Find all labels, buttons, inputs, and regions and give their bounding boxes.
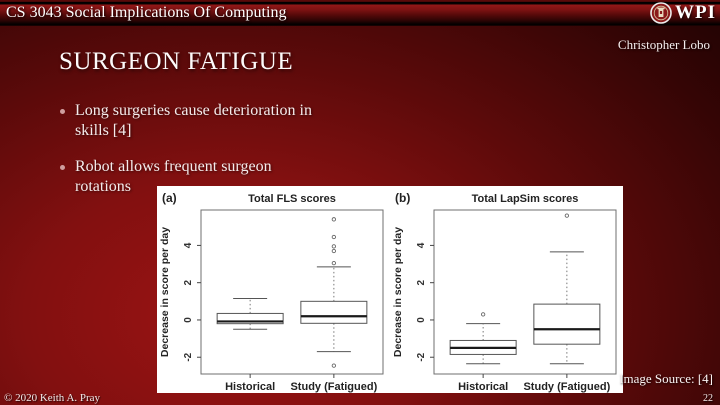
outlier-point: [331, 363, 337, 368]
outlier-point: [331, 260, 337, 266]
bullet-item: Long surgeries cause deterioration in sk…: [60, 101, 322, 142]
y-axis-label: Decrease in score per day: [392, 227, 404, 357]
outlier-point: [331, 244, 337, 249]
iqr-box: [216, 312, 284, 325]
bullet-text: Long surgeries cause deterioration in sk…: [75, 102, 312, 140]
y-tick-label: 4: [183, 242, 194, 248]
y-tick-label: 0: [416, 317, 427, 323]
bullet-dot-icon: [60, 164, 65, 170]
y-tick-label: 2: [416, 279, 427, 285]
y-tick-label: -2: [183, 352, 194, 361]
chart-title: Total FLS scores: [248, 193, 336, 205]
y-tick-label: 0: [183, 317, 194, 323]
outlier-point: [331, 248, 337, 254]
course-title: CS 3043 Social Implications Of Computing: [6, 4, 287, 21]
plot-border: [433, 209, 617, 375]
x-category-label: Study (Fatigued): [290, 381, 377, 393]
outlier-point: [564, 213, 570, 218]
plot-border: [200, 209, 384, 375]
copyright: © 2020 Keith A. Pray: [4, 392, 101, 404]
bullet-list: Long surgeries cause deterioration in sk…: [60, 101, 322, 213]
x-category-label: Historical: [225, 381, 275, 393]
page-title: SURGEON FATIGUE: [59, 48, 294, 75]
outlier-point: [480, 312, 486, 317]
outlier-point: [331, 217, 337, 222]
panel-label: (a): [162, 191, 177, 205]
y-axis-label: Decrease in score per day: [159, 227, 171, 357]
bullet-item: Robot allows frequent surgeon rotations: [60, 157, 322, 198]
wpi-seal-icon: [650, 2, 672, 24]
header-bar: CS 3043 Social Implications Of Computing: [0, 0, 720, 26]
x-category-label: Study (Fatigued): [523, 381, 610, 393]
x-category-label: Historical: [458, 381, 508, 393]
wpi-wordmark: WPI: [675, 2, 716, 23]
boxplot-panel-a: (a) Total FLS scores Decrease in score per…: [159, 191, 384, 393]
outlier-point: [331, 234, 337, 240]
page-number: 22: [703, 393, 713, 404]
author-name: Christopher Lobo: [617, 37, 710, 52]
y-tick-label: 4: [416, 242, 427, 248]
y-tick-label: 2: [183, 279, 194, 285]
panel-label: (b): [395, 191, 410, 205]
iqr-box: [533, 303, 601, 345]
chart-title: Total LapSim scores: [472, 193, 579, 205]
bullet-text: Robot allows frequent surgeon rotations: [75, 157, 272, 196]
iqr-box: [300, 300, 368, 324]
image-source-label: Image Source: [4]: [619, 371, 713, 386]
wpi-logo: WPI: [650, 2, 716, 24]
boxplot-figure: (a) Total FLS scores Decrease in score per…: [157, 186, 623, 393]
y-tick-label: -2: [416, 352, 427, 361]
bullet-dot-icon: [60, 109, 65, 114]
boxplot-panel-b: (b) Total LapSim scores Decrease in score …: [392, 191, 617, 393]
